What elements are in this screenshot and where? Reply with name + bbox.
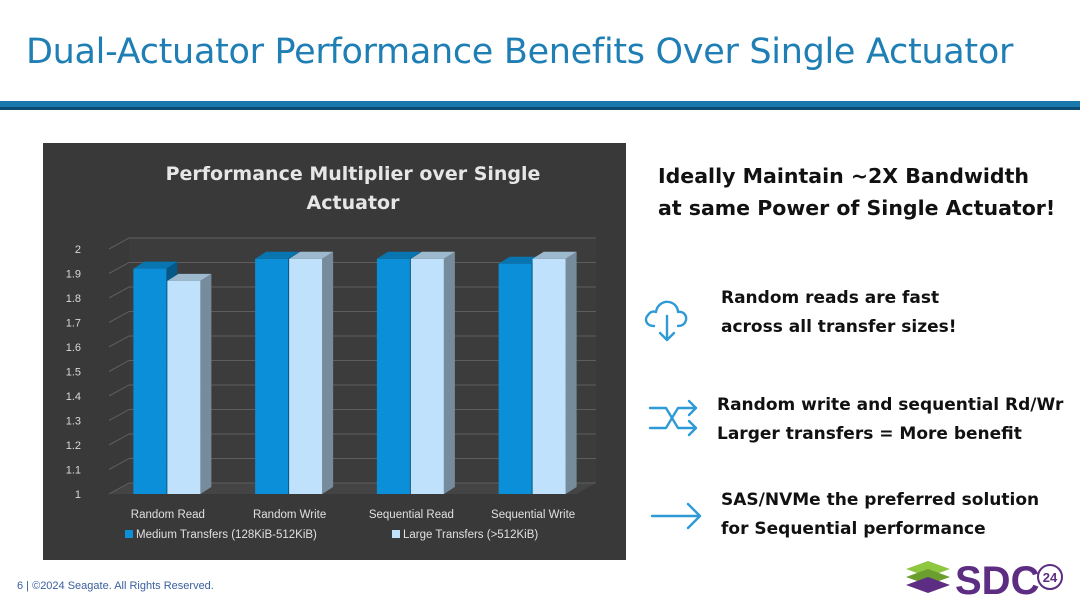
cloud-download-icon: [644, 300, 688, 342]
bar: [255, 258, 289, 494]
x-category-label: Sequential Read: [369, 509, 454, 521]
y-tick-label: 1.3: [66, 416, 81, 428]
bar-top: [376, 251, 421, 259]
bar-top: [255, 251, 300, 259]
point-random-reads: Random reads are fast across all transfe…: [721, 284, 957, 342]
legend-label: Large Transfers (>512KiB): [403, 529, 538, 541]
bar-side: [200, 273, 212, 494]
point-line: Random write and sequential Rd/Wr: [717, 395, 1064, 415]
slide-title: Dual-Actuator Performance Benefits Over …: [26, 32, 1014, 72]
point-random-write: Random write and sequential Rd/Wr Larger…: [717, 391, 1063, 449]
bar-top: [167, 273, 212, 281]
y-tick-label: 1.4: [66, 391, 81, 403]
bar: [498, 263, 532, 494]
y-tick-label: 1: [75, 489, 81, 501]
bar: [133, 268, 167, 494]
bar-top: [498, 256, 543, 264]
arrow-right-icon: [650, 502, 702, 530]
point-line: Random reads are fast: [721, 288, 940, 308]
y-tick-label: 1.8: [66, 293, 81, 305]
point-line: Larger transfers = More benefit: [717, 424, 1022, 444]
chart-panel: Performance Multiplier over Single Actuat…: [43, 143, 626, 560]
y-tick-label: 2: [75, 244, 81, 256]
headline-line-2: at same Power of Single Actuator!: [658, 196, 1056, 220]
title-divider: [0, 101, 1080, 110]
x-category-label: Sequential Write: [491, 509, 575, 521]
point-line: across all transfer sizes!: [721, 317, 957, 337]
performance-chart: Performance Multiplier over Single Actuat…: [66, 163, 596, 541]
x-category-label: Random Write: [253, 509, 326, 521]
bar-top: [133, 261, 178, 269]
bar-top: [289, 251, 334, 259]
bar: [410, 258, 444, 494]
headline: Ideally Maintain ~2X Bandwidth at same P…: [658, 160, 1068, 224]
bar-top: [532, 251, 577, 259]
shuffle-arrows-icon: [648, 399, 698, 437]
point-line: SAS/NVMe the preferred solution: [721, 490, 1040, 510]
chart-title-line: Actuator: [307, 192, 401, 214]
bar: [376, 258, 410, 494]
bar-side: [565, 251, 577, 494]
y-tick-label: 1.7: [66, 318, 81, 330]
legend-swatch: [392, 530, 400, 538]
chart-title-line: Performance Multiplier over Single: [166, 163, 541, 185]
bar-top: [410, 251, 455, 259]
y-tick-label: 1.6: [66, 342, 81, 354]
gridline: [108, 237, 596, 250]
sdc-logo: SDC 24: [906, 559, 1063, 599]
point-sas-nvme: SAS/NVMe the preferred solution for Sequ…: [721, 486, 1039, 544]
y-tick-label: 1.9: [66, 269, 81, 281]
bar: [532, 258, 566, 494]
footer-copyright: 6 | ©2024 Seagate. All Rights Reserved.: [17, 580, 214, 592]
chart-floor: [109, 483, 596, 494]
logo-text: SDC: [955, 559, 1039, 599]
x-category-label: Random Read: [131, 509, 205, 521]
logo-badge: 24: [1043, 570, 1058, 585]
point-line: for Sequential performance: [721, 519, 986, 539]
bar-side: [322, 251, 334, 494]
y-tick-label: 1.1: [66, 465, 81, 477]
bar: [167, 280, 201, 494]
headline-line-1: Ideally Maintain ~2X Bandwidth: [658, 164, 1029, 188]
y-tick-label: 1.2: [66, 440, 81, 452]
legend-swatch: [125, 530, 133, 538]
y-tick-label: 1.5: [66, 367, 81, 379]
legend-label: Medium Transfers (128KiB-512KiB): [136, 529, 317, 541]
bar-side: [443, 251, 455, 494]
bar: [289, 258, 323, 494]
